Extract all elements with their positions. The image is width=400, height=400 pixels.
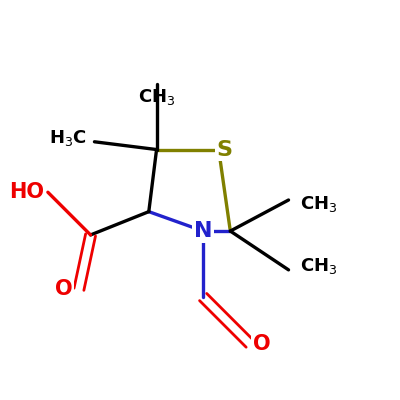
Text: N: N [194,221,212,241]
Text: H$_3$C: H$_3$C [49,128,87,148]
Text: O: O [252,334,270,354]
Text: CH$_3$: CH$_3$ [300,256,338,276]
Text: CH$_3$: CH$_3$ [138,88,175,108]
Text: S: S [216,140,232,160]
Text: O: O [54,279,72,299]
Text: CH$_3$: CH$_3$ [300,194,338,214]
Text: HO: HO [9,182,44,202]
